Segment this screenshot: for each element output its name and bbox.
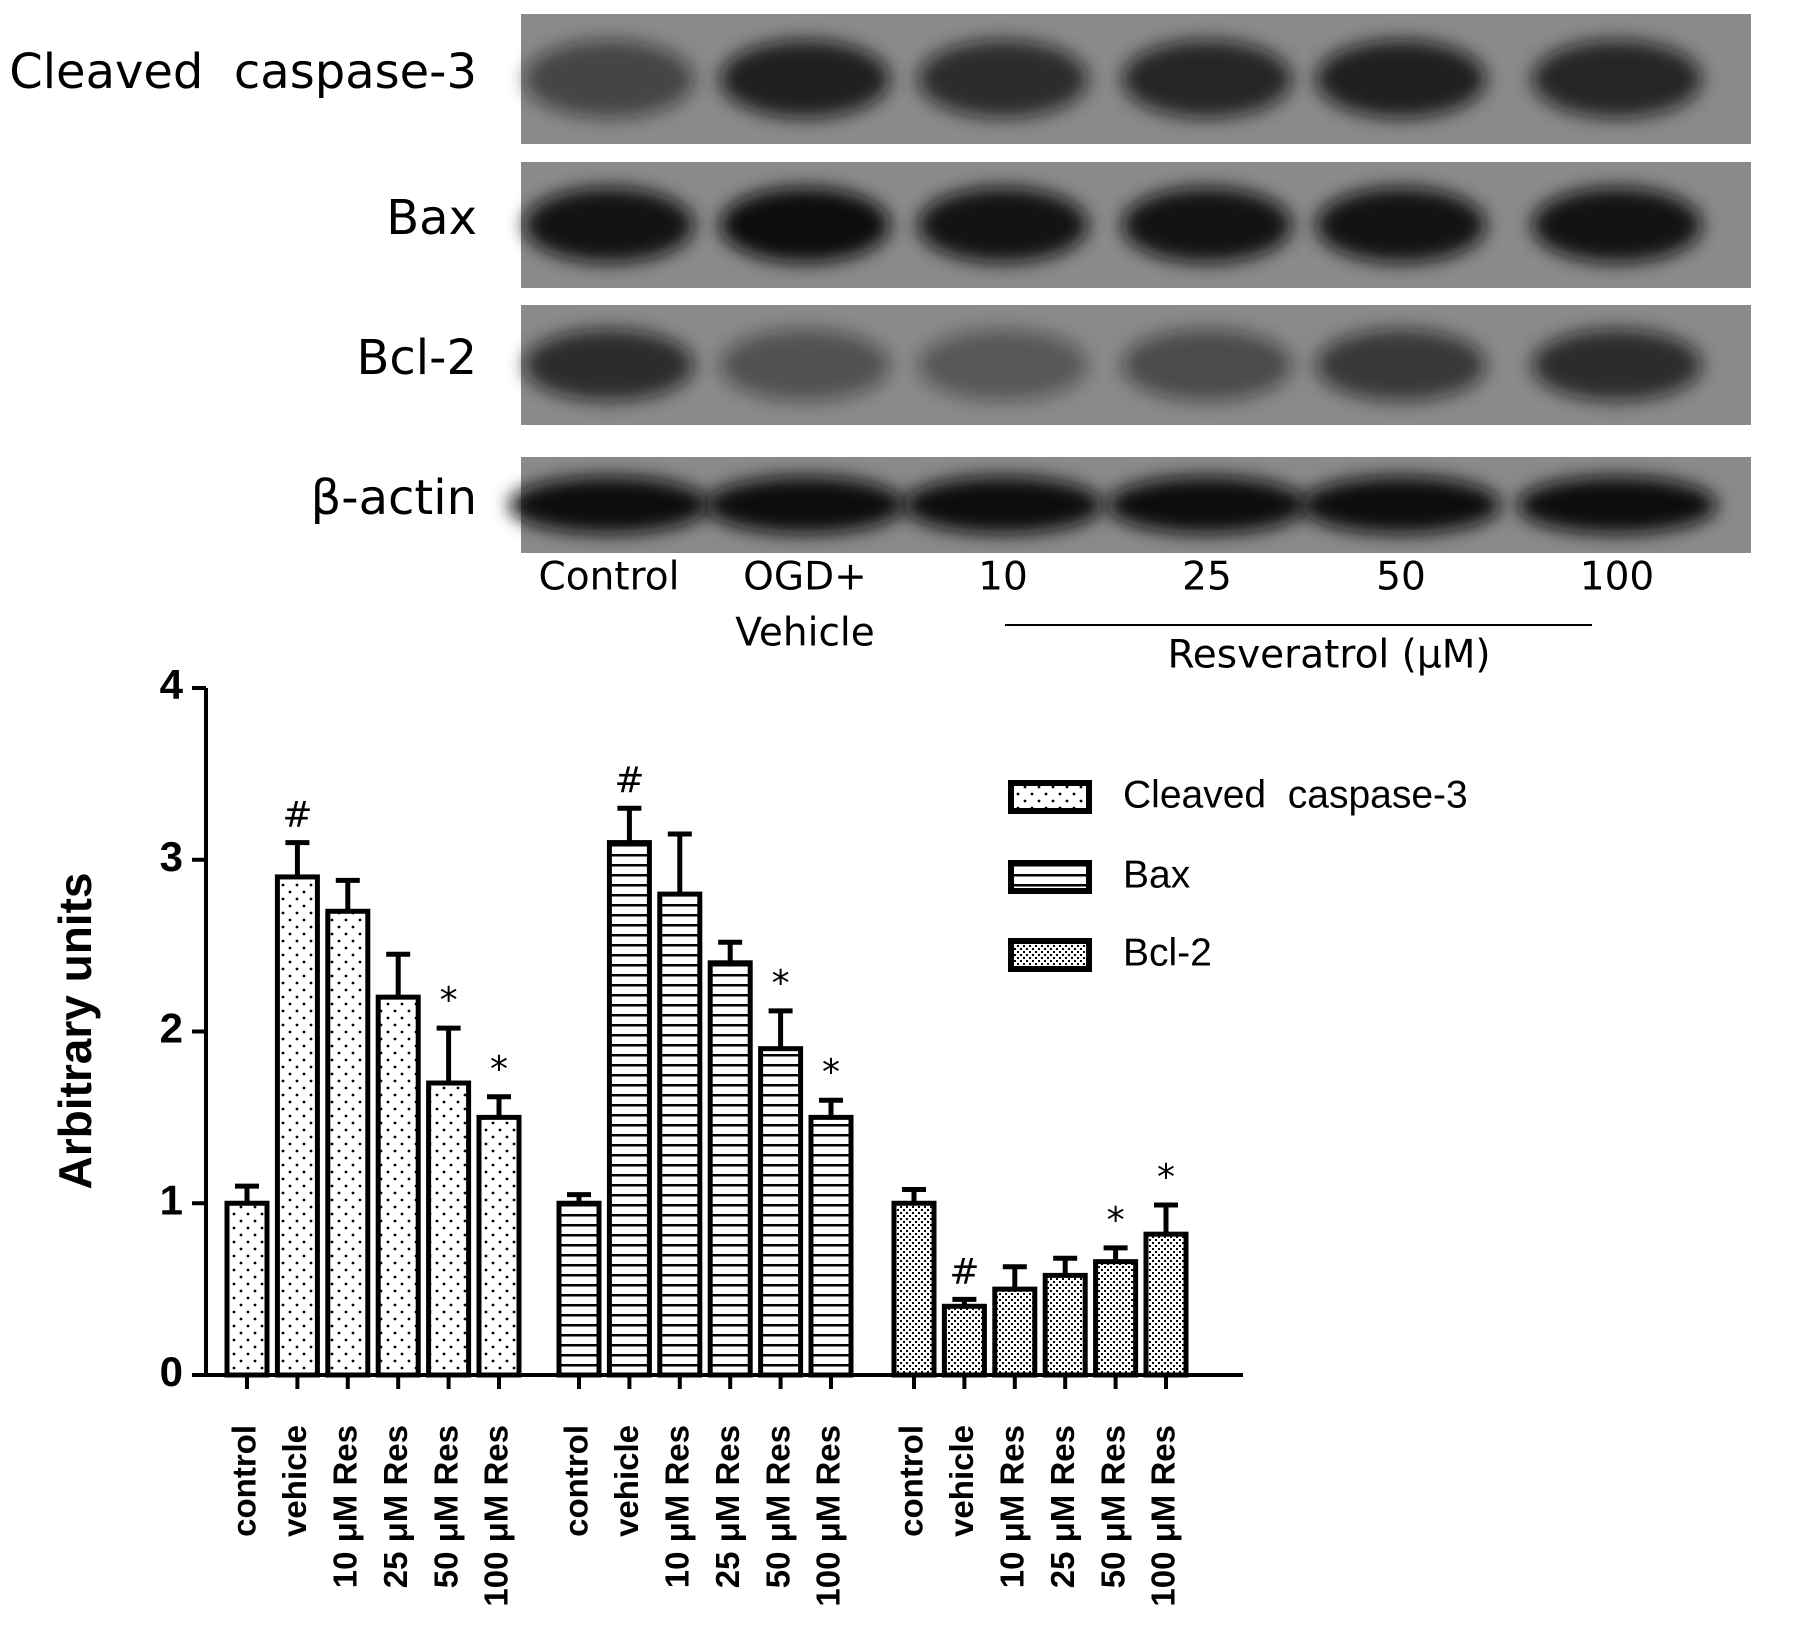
x-tick-label: 10 μM Res — [994, 1425, 1031, 1588]
x-tick-label: control — [893, 1425, 930, 1537]
bar — [707, 960, 753, 1378]
blot-row-label: Bcl-2 — [356, 330, 477, 386]
blot-band — [918, 187, 1088, 263]
blot-row-label: β-actin — [311, 470, 477, 526]
blot-band — [1316, 40, 1486, 118]
x-tick-label: vehicle — [608, 1425, 645, 1537]
y-tick-label: 1 — [160, 1176, 183, 1223]
x-tick-label: 50 μM Res — [759, 1425, 796, 1588]
blot-lane-label: Control — [539, 555, 680, 600]
legend-swatch — [1008, 860, 1092, 894]
bar — [891, 1200, 937, 1378]
blot-band — [1301, 476, 1501, 534]
blot-lane-label: Vehicle — [735, 611, 874, 656]
x-tick-label: 100 μM Res — [478, 1425, 515, 1607]
x-tick-label: 10 μM Res — [659, 1425, 696, 1588]
significance-marker: * — [440, 980, 458, 1021]
x-tick-label: 100 μM Res — [810, 1425, 847, 1607]
blot-band — [1122, 187, 1292, 263]
x-tick-label: 25 μM Res — [377, 1425, 414, 1588]
bar — [808, 1114, 854, 1378]
significance-marker: * — [1157, 1157, 1175, 1198]
y-tick-label: 0 — [160, 1348, 183, 1395]
x-tick-label: 25 μM Res — [1044, 1425, 1081, 1588]
blot-row-label: Cleaved caspase-3 — [9, 44, 477, 100]
bar — [758, 1046, 804, 1378]
significance-marker: * — [772, 963, 790, 1004]
blot-band — [720, 329, 890, 401]
blot-band — [918, 329, 1088, 401]
blot-band — [903, 476, 1103, 534]
blot-lane-label: 100 — [1580, 555, 1654, 600]
blot-band — [1316, 187, 1486, 263]
blot-lane-label: 10 — [978, 555, 1028, 600]
significance-marker: # — [614, 760, 644, 801]
significance-marker: # — [949, 1251, 979, 1292]
x-tick-label: vehicle — [943, 1425, 980, 1537]
blot-band — [1107, 476, 1307, 534]
blot-band — [524, 187, 694, 263]
blot-band — [524, 40, 694, 118]
x-tick-label: vehicle — [276, 1425, 313, 1537]
legend-label: Cleaved caspase-3 — [1123, 773, 1468, 816]
x-tick-label: control — [226, 1425, 263, 1537]
legend-swatch — [1008, 780, 1092, 814]
y-tick-label: 4 — [160, 661, 184, 708]
significance-marker: * — [1107, 1200, 1125, 1241]
blot-band — [1316, 329, 1486, 401]
bar — [657, 891, 703, 1378]
x-tick-label: 100 μM Res — [1145, 1425, 1182, 1607]
x-tick-label: control — [558, 1425, 595, 1537]
blot-lane-label: 50 — [1376, 555, 1426, 600]
bar — [1042, 1272, 1088, 1378]
blot-band — [1532, 187, 1702, 263]
significance-marker: * — [490, 1049, 508, 1090]
bar — [274, 874, 320, 1378]
legend-swatch — [1008, 938, 1092, 972]
bar — [325, 908, 371, 1378]
blot-band — [720, 187, 890, 263]
bar — [941, 1303, 987, 1378]
blot-band — [705, 476, 905, 534]
legend-label: Bcl-2 — [1123, 931, 1212, 974]
blot-band — [1122, 329, 1292, 401]
legend-label: Bax — [1123, 853, 1191, 896]
y-tick-label: 3 — [160, 833, 183, 880]
significance-marker: # — [282, 795, 312, 836]
blot-band — [509, 476, 709, 534]
blot-lane-label: 25 — [1182, 555, 1232, 600]
x-tick-label: 25 μM Res — [709, 1425, 746, 1588]
x-tick-label: 10 μM Res — [327, 1425, 364, 1588]
bar — [426, 1080, 472, 1378]
bar — [556, 1200, 602, 1378]
bar — [1143, 1231, 1189, 1378]
x-tick-label: 50 μM Res — [1094, 1425, 1131, 1588]
significance-marker: * — [822, 1052, 840, 1093]
bar — [476, 1114, 522, 1378]
y-axis-label: Arbitrary units — [49, 873, 101, 1190]
blot-band — [918, 40, 1088, 118]
y-tick-label: 2 — [160, 1005, 183, 1052]
x-tick-label: 50 μM Res — [427, 1425, 464, 1588]
blot-group-label: Resveratrol (μM) — [1167, 633, 1490, 678]
blot-row-label: Bax — [386, 190, 477, 246]
blot-lane-label: OGD+ — [743, 555, 867, 600]
blot-band — [720, 40, 890, 118]
blot-band — [1517, 476, 1717, 534]
bar — [992, 1286, 1038, 1378]
bar — [375, 994, 421, 1378]
blot-band — [524, 329, 694, 401]
bar — [1093, 1259, 1139, 1378]
bar — [606, 840, 652, 1378]
blot-band — [1532, 40, 1702, 118]
blot-band — [1122, 40, 1292, 118]
bar — [224, 1200, 270, 1378]
blot-band — [1532, 329, 1702, 401]
